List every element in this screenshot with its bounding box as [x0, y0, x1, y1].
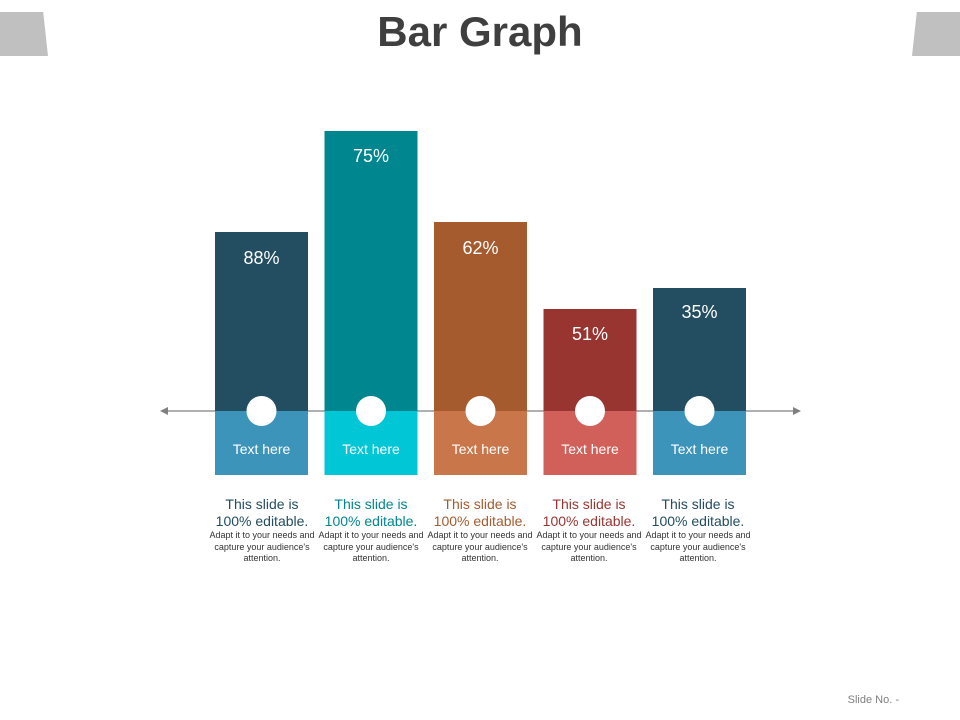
description-5-sub: Adapt it to your needs and capture your …: [645, 530, 751, 563]
marker-5: [684, 396, 715, 426]
bar-5: [653, 288, 746, 411]
description-5: This slide is 100% editable. Adapt it to…: [643, 496, 753, 565]
marker-3: [465, 396, 496, 426]
value-label-5: 35%: [681, 302, 717, 322]
axis-arrow-left: [160, 407, 168, 415]
slide-number: Slide No. -: [847, 694, 899, 706]
corner-decoration-left: [0, 12, 48, 56]
corner-decoration-right: [912, 12, 960, 56]
description-2: This slide is 100% editable. Adapt it to…: [316, 496, 426, 565]
description-3-main: This slide is 100% editable.: [433, 496, 527, 529]
description-2-sub: Adapt it to your needs and capture your …: [318, 530, 424, 563]
category-label-4: Text here: [561, 441, 619, 457]
bar-4: [543, 309, 637, 411]
slide-title: Bar Graph: [377, 8, 583, 55]
marker-1: [246, 396, 277, 426]
category-label-1: Text here: [233, 441, 291, 457]
description-3: This slide is 100% editable. Adapt it to…: [425, 496, 535, 565]
axis-arrow-right: [793, 407, 801, 415]
description-2-main: This slide is 100% editable.: [324, 496, 418, 529]
category-label-3: Text here: [452, 441, 510, 457]
value-label-2: 75%: [353, 146, 389, 166]
description-1-main: This slide is 100% editable.: [215, 496, 309, 529]
bar-1: [215, 232, 308, 411]
marker-4: [575, 396, 605, 426]
marker-2: [356, 396, 386, 426]
description-1: This slide is 100% editable. Adapt it to…: [207, 496, 317, 565]
value-label-3: 62%: [462, 238, 498, 258]
bar-3: [434, 222, 527, 411]
category-label-5: Text here: [671, 441, 729, 457]
bar-2: [324, 131, 418, 411]
description-4: This slide is 100% editable. Adapt it to…: [534, 496, 644, 565]
description-3-sub: Adapt it to your needs and capture your …: [427, 530, 533, 563]
description-1-sub: Adapt it to your needs and capture your …: [209, 530, 315, 563]
value-label-4: 51%: [572, 324, 608, 344]
value-label-1: 88%: [243, 248, 279, 268]
description-5-main: This slide is 100% editable.: [651, 496, 745, 529]
category-label-2: Text here: [342, 441, 400, 457]
description-4-sub: Adapt it to your needs and capture your …: [536, 530, 642, 563]
description-4-main: This slide is 100% editable.: [542, 496, 636, 529]
